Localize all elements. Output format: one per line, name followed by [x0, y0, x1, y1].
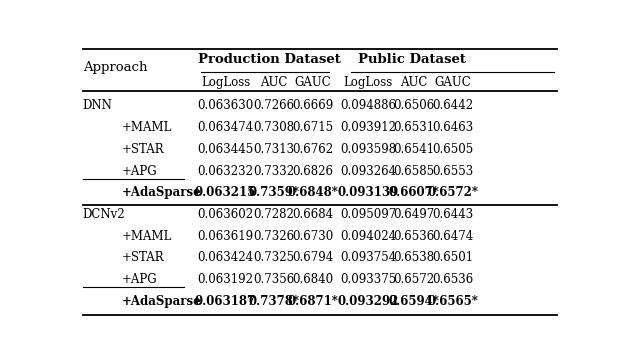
Text: 0.7326: 0.7326	[253, 230, 295, 243]
Text: 0.6669: 0.6669	[292, 99, 333, 112]
Text: 0.6553: 0.6553	[432, 164, 474, 178]
Text: 0.093292: 0.093292	[338, 295, 399, 308]
Text: 0.6840: 0.6840	[292, 273, 333, 286]
Text: 0.6442: 0.6442	[432, 99, 474, 112]
Text: 0.6684: 0.6684	[292, 208, 333, 221]
Text: 0.063474: 0.063474	[197, 121, 253, 134]
Text: 0.6506: 0.6506	[394, 99, 435, 112]
Text: 0.6607*: 0.6607*	[389, 186, 439, 199]
Text: LogLoss: LogLoss	[201, 76, 250, 89]
Text: 0.7266: 0.7266	[253, 99, 295, 112]
Text: +MAML: +MAML	[122, 230, 172, 243]
Text: 0.063424: 0.063424	[197, 251, 253, 265]
Text: 0.6585: 0.6585	[394, 164, 435, 178]
Text: 0.7325: 0.7325	[253, 251, 295, 265]
Text: AUC: AUC	[260, 76, 288, 89]
Text: Production Dataset: Production Dataset	[198, 53, 341, 66]
Text: 0.6848*: 0.6848*	[287, 186, 338, 199]
Text: 0.6730: 0.6730	[292, 230, 333, 243]
Text: 0.094886: 0.094886	[340, 99, 396, 112]
Text: 0.093139: 0.093139	[338, 186, 399, 199]
Text: 0.7308: 0.7308	[253, 121, 295, 134]
Text: 0.6536: 0.6536	[432, 273, 474, 286]
Text: 0.6715: 0.6715	[292, 121, 333, 134]
Text: 0.7282: 0.7282	[253, 208, 295, 221]
Text: 0.093598: 0.093598	[340, 143, 396, 156]
Text: 0.094024: 0.094024	[340, 230, 396, 243]
Text: +STAR: +STAR	[122, 251, 164, 265]
Text: 0.063215: 0.063215	[195, 186, 256, 199]
Text: 0.6826: 0.6826	[292, 164, 333, 178]
Text: 0.093375: 0.093375	[340, 273, 396, 286]
Text: 0.6594*: 0.6594*	[389, 295, 439, 308]
Text: 0.063192: 0.063192	[198, 273, 253, 286]
Text: 0.7378*: 0.7378*	[248, 295, 300, 308]
Text: 0.063232: 0.063232	[198, 164, 253, 178]
Text: 0.6794: 0.6794	[292, 251, 333, 265]
Text: 0.093264: 0.093264	[340, 164, 396, 178]
Text: +AdaSparse: +AdaSparse	[122, 295, 202, 308]
Text: 0.6497: 0.6497	[394, 208, 435, 221]
Text: 0.7359*: 0.7359*	[248, 186, 300, 199]
Text: 0.6463: 0.6463	[432, 121, 474, 134]
Text: 0.6501: 0.6501	[432, 251, 474, 265]
Text: 0.6538: 0.6538	[394, 251, 435, 265]
Text: 0.063602: 0.063602	[197, 208, 253, 221]
Text: 0.063619: 0.063619	[197, 230, 253, 243]
Text: +MAML: +MAML	[122, 121, 172, 134]
Text: Approach: Approach	[83, 61, 147, 74]
Text: 0.6762: 0.6762	[292, 143, 333, 156]
Text: 0.7332: 0.7332	[253, 164, 295, 178]
Text: +STAR: +STAR	[122, 143, 164, 156]
Text: GAUC: GAUC	[294, 76, 331, 89]
Text: 0.6531: 0.6531	[394, 121, 435, 134]
Text: 0.6572: 0.6572	[394, 273, 435, 286]
Text: 0.6871*: 0.6871*	[287, 295, 338, 308]
Text: 0.6536: 0.6536	[394, 230, 435, 243]
Text: AUC: AUC	[401, 76, 428, 89]
Text: 0.6505: 0.6505	[432, 143, 474, 156]
Text: +APG: +APG	[122, 273, 157, 286]
Text: 0.063445: 0.063445	[197, 143, 253, 156]
Text: LogLoss: LogLoss	[344, 76, 392, 89]
Text: Public Dataset: Public Dataset	[358, 53, 466, 66]
Text: 0.063630: 0.063630	[197, 99, 253, 112]
Text: GAUC: GAUC	[434, 76, 471, 89]
Text: DNN: DNN	[83, 99, 113, 112]
Text: 0.6541: 0.6541	[394, 143, 435, 156]
Text: 0.093912: 0.093912	[340, 121, 396, 134]
Text: +APG: +APG	[122, 164, 157, 178]
Text: 0.6572*: 0.6572*	[427, 186, 478, 199]
Text: 0.6443: 0.6443	[432, 208, 474, 221]
Text: 0.7313: 0.7313	[253, 143, 295, 156]
Text: 0.063187: 0.063187	[195, 295, 256, 308]
Text: 0.7356: 0.7356	[253, 273, 295, 286]
Text: DCNv2: DCNv2	[83, 208, 125, 221]
Text: +AdaSparse: +AdaSparse	[122, 186, 202, 199]
Text: 0.093754: 0.093754	[340, 251, 396, 265]
Text: 0.6474: 0.6474	[432, 230, 474, 243]
Text: 0.095097: 0.095097	[340, 208, 396, 221]
Text: 0.6565*: 0.6565*	[427, 295, 478, 308]
